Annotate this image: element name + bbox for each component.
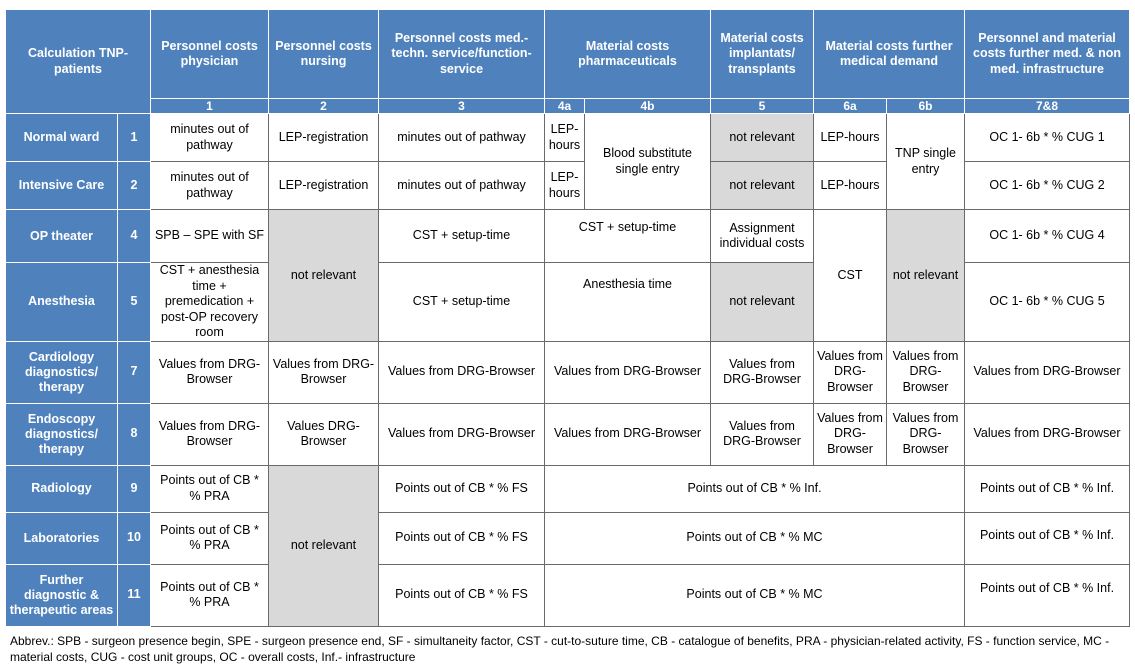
cell-intensive-care-6a: LEP-hours <box>813 161 887 210</box>
cell-intensive-care-infrastructure: OC 1- 6b * % CUG 2 <box>964 161 1131 210</box>
cell-cardiology-6a: Values from DRG-Browser <box>813 340 887 404</box>
row-label-laboratories: Laboratories <box>5 511 118 565</box>
row-number-normal-ward: 1 <box>117 113 151 162</box>
col-number-6a: 6a <box>813 98 887 114</box>
header-med-techn: Personnel costs med.-techn. service/func… <box>378 9 545 99</box>
cell-cardiology-infrastructure: Values from DRG-Browser <box>964 340 1131 404</box>
col-number-1: 1 <box>150 98 269 114</box>
cell-further-physician: Points out of CB * % PRA <box>150 563 269 627</box>
cell-blood-substitute: Blood substitute single entry <box>584 113 711 210</box>
calculation-table: Calculation TNP-patients Personnel costs… <box>5 9 1131 627</box>
col-number-4b: 4b <box>584 98 711 114</box>
row-number-further: 11 <box>117 563 151 627</box>
col-number-6b: 6b <box>885 98 966 114</box>
header-calculation: Calculation TNP-patients <box>5 9 151 114</box>
cell-tnp-single-entry: TNP single entry <box>885 113 966 210</box>
row-number-laboratories: 10 <box>117 511 151 565</box>
row-label-endoscopy: Endoscopy diagnostics/ therapy <box>5 402 118 466</box>
cell-radiology-infrastructure: Points out of CB * % Inf. <box>964 464 1131 513</box>
cell-op-theater-implantats: Assignment individual costs <box>710 209 814 263</box>
col-number-2: 2 <box>268 98 379 114</box>
cell-anesthesia-implantats: not relevant <box>710 262 814 342</box>
cell-endoscopy-pharmaceuticals: Values from DRG-Browser <box>544 402 711 466</box>
col-number-78: 7&8 <box>964 98 1131 114</box>
cell-cardiology-nursing: Values from DRG-Browser <box>268 340 379 404</box>
row-label-further: Further diagnostic & therapeutic areas <box>5 563 118 627</box>
cell-op-anesthesia-nursing: not relevant <box>268 209 379 342</box>
cell-op-theater-infrastructure: OC 1- 6b * % CUG 4 <box>964 209 1131 263</box>
cell-normal-ward-physician: minutes out of pathway <box>150 113 269 162</box>
cell-further-med-techn: Points out of CB * % FS <box>378 563 545 627</box>
cell-op-anesthesia-6b: not relevant <box>885 209 966 342</box>
cell-radiology-med-techn: Points out of CB * % FS <box>378 464 545 513</box>
header-infrastructure: Personnel and material costs further med… <box>964 9 1131 99</box>
cell-intensive-care-implantats: not relevant <box>710 161 814 210</box>
cell-intensive-care-physician: minutes out of pathway <box>150 161 269 210</box>
row-label-op-theater: OP theater <box>5 209 118 263</box>
row-number-cardiology: 7 <box>117 340 151 404</box>
cell-op-theater-pharmaceuticals: CST + setup-time <box>544 209 711 263</box>
cell-laboratories-physician: Points out of CB * % PRA <box>150 511 269 565</box>
cell-further-infrastructure: Points out of CB * % Inf. <box>964 563 1131 627</box>
cell-anesthesia-pharmaceuticals: Anesthesia time <box>544 262 711 342</box>
cell-anesthesia-physician: CST + anesthesia time + premedication + … <box>150 262 269 342</box>
header-implantats: Material costs implantats/ transplants <box>710 9 814 99</box>
cell-normal-ward-infrastructure: OC 1- 6b * % CUG 1 <box>964 113 1131 162</box>
cell-intensive-care-nursing: LEP-registration <box>268 161 379 210</box>
cell-endoscopy-6b: Values from DRG-Browser <box>885 402 966 466</box>
row-number-endoscopy: 8 <box>117 402 151 466</box>
cell-op-theater-physician: SPB – SPE with SF <box>150 209 269 263</box>
row-label-radiology: Radiology <box>5 464 118 513</box>
cell-normal-ward-med-techn: minutes out of pathway <box>378 113 545 162</box>
cell-anesthesia-infrastructure: OC 1- 6b * % CUG 5 <box>964 262 1131 342</box>
cell-further-material: Points out of CB * % MC <box>543 563 966 627</box>
cell-anesthesia-med-techn: CST + setup-time <box>378 262 545 342</box>
cell-cardiology-med-techn: Values from DRG-Browser <box>378 340 545 404</box>
cell-cardiology-6b: Values from DRG-Browser <box>885 340 966 404</box>
row-number-anesthesia: 5 <box>117 262 151 342</box>
cell-cardiology-pharmaceuticals: Values from DRG-Browser <box>544 340 711 404</box>
col-number-4a: 4a <box>544 98 585 114</box>
cell-laboratories-med-techn: Points out of CB * % FS <box>378 511 545 565</box>
header-physician: Personnel costs physician <box>150 9 269 99</box>
cell-normal-ward-4a: LEP-hours <box>544 113 585 162</box>
abbreviations-note: Abbrev.: SPB - surgeon presence begin, S… <box>10 634 1110 664</box>
cell-laboratories-infrastructure: Points out of CB * % Inf. <box>964 511 1131 565</box>
row-number-op-theater: 4 <box>117 209 151 263</box>
col-number-5: 5 <box>710 98 814 114</box>
cell-endoscopy-physician: Values from DRG-Browser <box>150 402 269 466</box>
row-number-intensive-care: 2 <box>117 161 151 210</box>
cell-endoscopy-infrastructure: Values from DRG-Browser <box>964 402 1131 466</box>
cell-endoscopy-nursing: Values DRG-Browser <box>268 402 379 466</box>
header-nursing: Personnel costs nursing <box>268 9 379 99</box>
cell-cardiology-implantats: Values from DRG-Browser <box>710 340 814 404</box>
row-label-intensive-care: Intensive Care <box>5 161 118 210</box>
cell-endoscopy-implantats: Values from DRG-Browser <box>710 402 814 466</box>
row-label-anesthesia: Anesthesia <box>5 262 118 342</box>
row-number-radiology: 9 <box>117 464 151 513</box>
cell-normal-ward-6a: LEP-hours <box>813 113 887 162</box>
cell-laboratories-material: Points out of CB * % MC <box>543 511 966 565</box>
header-pharmaceuticals: Material costs pharmaceuticals <box>544 9 711 99</box>
cell-endoscopy-med-techn: Values from DRG-Browser <box>378 402 545 466</box>
header-further-medical: Material costs further medical demand <box>812 9 966 99</box>
row-label-normal-ward: Normal ward <box>5 113 118 162</box>
col-number-3: 3 <box>378 98 545 114</box>
cell-intensive-care-med-techn: minutes out of pathway <box>378 161 545 210</box>
cell-radiology-physician: Points out of CB * % PRA <box>150 464 269 513</box>
cell-op-anesthesia-6a: CST <box>813 209 887 342</box>
cell-radiology-material: Points out of CB * % Inf. <box>543 464 966 513</box>
cell-cardiology-physician: Values from DRG-Browser <box>150 340 269 404</box>
cell-normal-ward-nursing: LEP-registration <box>268 113 379 162</box>
cell-intensive-care-4a: LEP-hours <box>544 161 585 210</box>
cell-op-theater-med-techn: CST + setup-time <box>378 209 545 263</box>
cell-normal-ward-implantats: not relevant <box>710 113 814 162</box>
row-label-cardiology: Cardiology diagnostics/ therapy <box>5 340 118 404</box>
cell-endoscopy-6a: Values from DRG-Browser <box>813 402 887 466</box>
cell-diagnostics-nursing: not relevant <box>268 464 379 627</box>
